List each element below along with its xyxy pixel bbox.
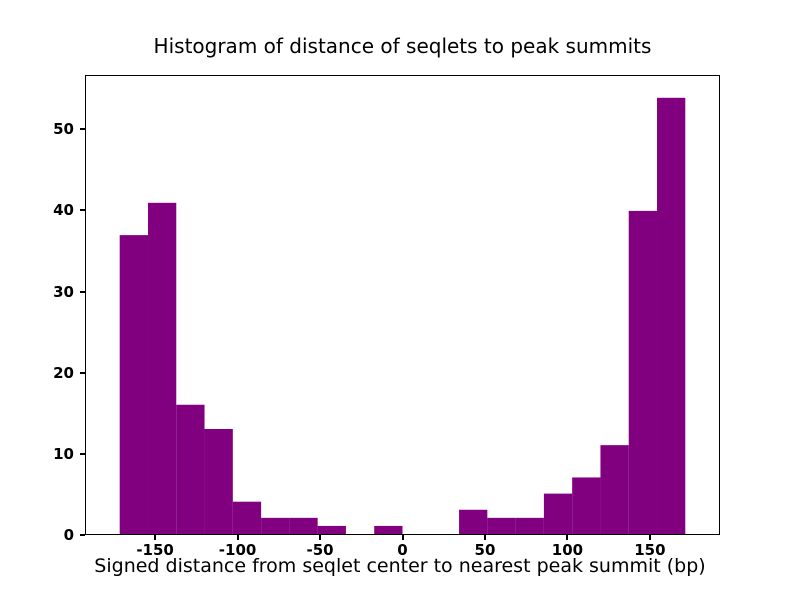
x-tick-label: 0 — [397, 541, 408, 559]
y-tick-mark — [80, 452, 85, 455]
histogram-bar — [600, 445, 629, 534]
x-tick-mark — [401, 535, 404, 540]
x-axis-label: Signed distance from seqlet center to ne… — [94, 555, 706, 577]
y-tick-mark — [80, 209, 85, 212]
x-tick-label: 150 — [634, 541, 666, 559]
histogram-bar — [459, 509, 488, 534]
histogram-bar — [572, 477, 601, 534]
histogram-bar — [176, 404, 205, 534]
y-tick-label: 50 — [53, 120, 74, 139]
chart-title: Histogram of distance of seqlets to peak… — [153, 34, 652, 58]
histogram-bar — [147, 202, 177, 534]
histogram-bar — [289, 517, 318, 534]
y-tick-label: 0 — [63, 526, 74, 544]
x-tick-label: -100 — [218, 541, 257, 559]
x-tick-mark — [566, 535, 569, 540]
x-tick-label: 100 — [551, 541, 584, 559]
histogram-bar — [317, 525, 346, 534]
y-tick-label: 30 — [53, 282, 74, 301]
x-tick-label: -50 — [306, 541, 334, 559]
histogram-bar — [261, 517, 290, 534]
y-tick-mark — [80, 534, 85, 536]
x-tick-label: 50 — [474, 541, 496, 559]
y-tick-mark — [80, 290, 85, 293]
x-tick-mark — [483, 535, 486, 540]
x-tick-label: -150 — [136, 541, 174, 559]
y-tick-mark — [80, 128, 85, 131]
x-tick-mark — [648, 535, 651, 540]
y-tick-mark — [80, 371, 85, 374]
histogram-bar — [657, 97, 686, 534]
x-tick-mark — [154, 535, 157, 540]
x-tick-mark — [319, 535, 322, 540]
histogram-bar — [374, 525, 403, 534]
histogram-bar — [487, 517, 516, 534]
y-tick-label: 20 — [53, 363, 74, 382]
x-tick-mark — [236, 535, 239, 540]
histogram-bar — [628, 210, 658, 534]
y-tick-label: 40 — [53, 201, 74, 220]
histogram-bar — [204, 428, 233, 534]
plot-area — [85, 75, 720, 535]
histogram-bar — [515, 517, 544, 534]
histogram-bar — [119, 235, 148, 534]
histogram-bar — [232, 501, 262, 534]
y-tick-label: 10 — [53, 444, 74, 463]
histogram-svg — [119, 97, 686, 534]
histogram-bar — [543, 493, 573, 534]
